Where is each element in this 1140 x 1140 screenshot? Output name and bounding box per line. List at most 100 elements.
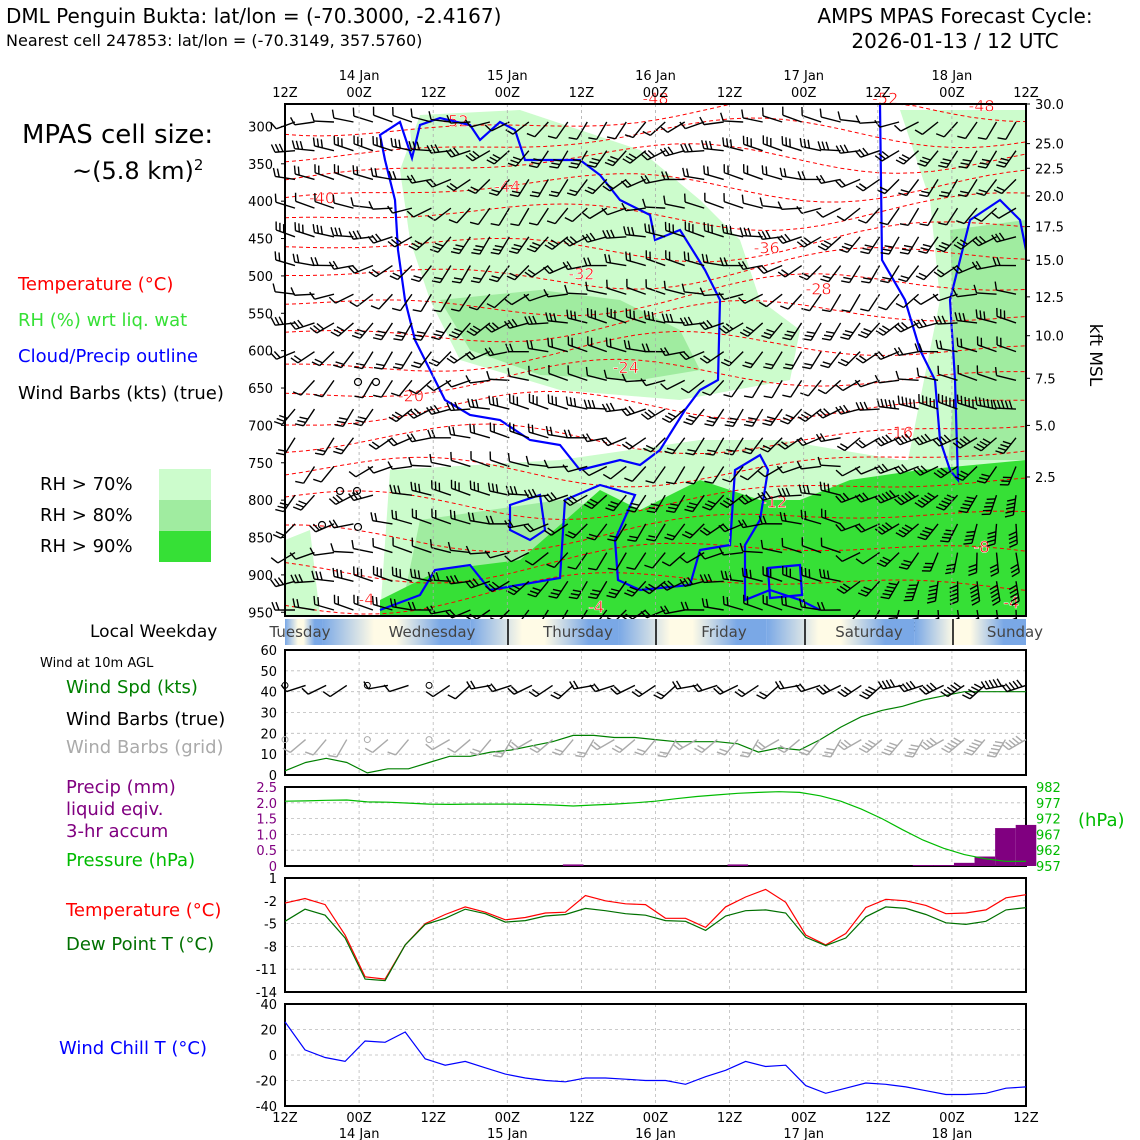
wind-barb xyxy=(893,433,919,446)
wind-barb xyxy=(935,339,958,353)
wind-barb xyxy=(427,207,452,221)
kft-tick-label: 5.0 xyxy=(1035,419,1056,434)
wind-barb xyxy=(854,523,880,533)
bottom-time-tick: 12Z xyxy=(420,1111,446,1126)
wind-barb xyxy=(582,465,608,477)
bottom-date-tick: 16 Jan xyxy=(635,1127,676,1140)
wind-barb-grid xyxy=(963,739,986,756)
wind-barb xyxy=(547,337,569,353)
wind-barb xyxy=(880,265,900,284)
wind-barb xyxy=(663,195,685,209)
wind-barb xyxy=(527,580,549,598)
temp-panel-tick: -2 xyxy=(264,895,277,910)
wind-barb xyxy=(640,408,666,420)
wind-barb xyxy=(464,578,491,589)
wind-barb xyxy=(331,109,354,123)
wind-barb xyxy=(761,107,783,123)
wind-panel-tick: 20 xyxy=(260,727,277,742)
wind-barb xyxy=(484,347,510,357)
wind-barb xyxy=(898,265,920,283)
wind-barb xyxy=(878,293,900,311)
wind-barb xyxy=(644,552,666,569)
wind-barb xyxy=(548,179,569,198)
wind-barb xyxy=(370,167,393,181)
wind-barb xyxy=(704,408,725,427)
wind-barb-grid xyxy=(634,739,657,756)
wind-barb xyxy=(935,494,959,511)
wind-barb xyxy=(957,364,978,382)
wind-barb xyxy=(328,260,354,270)
wind-barb xyxy=(294,222,315,238)
wind-barb xyxy=(913,433,939,446)
legend-wind-barbs: Wind Barbs (kts) (true) xyxy=(18,383,224,404)
wind-barb xyxy=(858,207,881,224)
kft-tick-label: 20.0 xyxy=(1035,190,1064,205)
dewpoint-label: Dew Point T (°C) xyxy=(66,934,215,955)
wind-barb xyxy=(641,580,666,595)
isotherm-label: -24 xyxy=(613,358,639,377)
bottom-date-tick: 18 Jan xyxy=(932,1127,973,1140)
kft-tick-label: 17.5 xyxy=(1035,221,1064,236)
site-title: DML Penguin Bukta: lat/lon = (-70.3000, … xyxy=(6,4,502,28)
wind-barb xyxy=(568,150,588,169)
wind-barb xyxy=(681,283,705,295)
wind-barb xyxy=(373,351,394,370)
pressure-label: Pressure (hPa) xyxy=(66,850,196,871)
top-time-tick: 12Z xyxy=(272,86,298,101)
wind-barb xyxy=(722,595,744,611)
wind-barb xyxy=(588,580,608,600)
nearest-cell-label: Nearest cell 247853: lat/lon = (-70.3149… xyxy=(6,31,423,50)
wind-barb xyxy=(446,178,471,192)
wind-barb xyxy=(272,523,296,539)
wind-barb xyxy=(426,404,452,416)
wind-barb xyxy=(957,179,978,198)
wind-barb xyxy=(919,179,939,198)
wind-barb xyxy=(348,264,374,274)
calm-marker xyxy=(425,736,433,744)
wind-barb xyxy=(989,552,1000,577)
wind-barb xyxy=(372,565,393,582)
precip-bar xyxy=(995,828,1016,866)
wind-barb xyxy=(861,265,881,284)
wind-barb xyxy=(606,279,627,295)
precip-bar xyxy=(912,865,934,866)
wind-barb xyxy=(761,165,783,181)
wind-barb xyxy=(543,523,569,536)
isotherm-label: -4 xyxy=(359,590,375,609)
top-time-tick: 12Z xyxy=(569,86,595,101)
wind-barb xyxy=(372,537,393,554)
bottom-time-tick: 12Z xyxy=(717,1111,743,1126)
wind-barb xyxy=(914,492,939,508)
wind-barb-true xyxy=(756,684,780,700)
wind-barb xyxy=(761,322,783,340)
wind-barb xyxy=(875,322,900,336)
wind-barb xyxy=(333,437,355,455)
pressure-tick: 957 xyxy=(1036,860,1061,875)
wind-barb xyxy=(742,164,763,181)
wind-barb xyxy=(353,135,374,152)
weekday-band xyxy=(322,619,471,645)
cloud-outline xyxy=(878,103,1028,484)
wind-barb xyxy=(446,351,471,364)
isotherm xyxy=(284,542,1027,584)
wind-barb xyxy=(799,138,822,152)
wind-barb xyxy=(333,135,354,152)
wind-barb xyxy=(683,408,705,426)
wind-barb xyxy=(780,293,803,310)
weekday-band xyxy=(914,619,1026,645)
wind-barb xyxy=(704,466,725,484)
wind-barb xyxy=(841,293,861,313)
wind-barb xyxy=(312,137,335,152)
wind-barb xyxy=(971,260,997,270)
wind-barb xyxy=(817,141,841,152)
kft-tick-label: 30.0 xyxy=(1035,98,1064,113)
wind-barb-true xyxy=(301,684,327,695)
wind-barb-grid xyxy=(754,738,780,751)
wind-barb xyxy=(996,307,1017,324)
wind-barb xyxy=(781,537,802,554)
wind-barb-true xyxy=(962,683,986,700)
isotherm-label: -8 xyxy=(974,537,990,556)
wind-barb-grid xyxy=(904,739,924,758)
wind-barb xyxy=(409,568,432,582)
wind-barb xyxy=(471,236,491,255)
